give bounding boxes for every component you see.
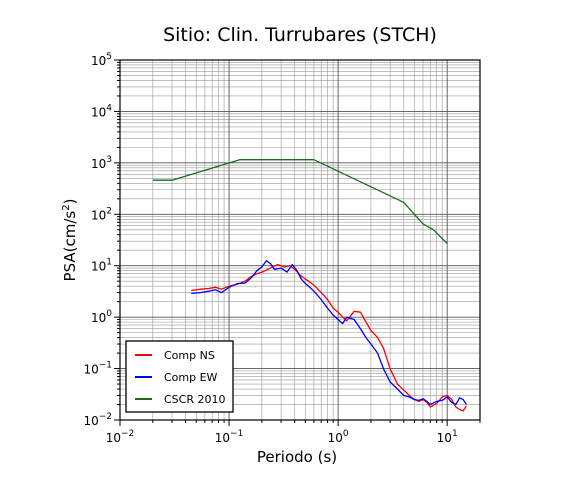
legend-label: Comp EW [164, 371, 218, 384]
y-tick-label: 104 [91, 103, 112, 119]
y-tick-exponent: 5 [106, 52, 112, 62]
y-tick-label: 101 [91, 258, 112, 274]
x-tick-exponent: 1 [452, 429, 458, 439]
x-tick-label: 101 [437, 429, 458, 445]
x-tick-base: 10 [328, 431, 343, 445]
series-layer [152, 159, 467, 412]
x-tick-base: 10 [215, 431, 230, 445]
legend-label: Comp NS [164, 349, 215, 362]
y-tick-label: 102 [91, 206, 112, 222]
y-tick-base: 10 [83, 414, 98, 428]
legend-label: CSCR 2010 [164, 393, 225, 406]
x-tick-base: 10 [106, 431, 121, 445]
y-tick-base: 10 [91, 54, 106, 68]
y-axis-label-main: PSA(cm/s [61, 211, 79, 282]
y-tick-exponent: −2 [99, 412, 112, 422]
legend-items: Comp NS Comp EW CSCR 2010 [135, 349, 225, 406]
y-axis-label-sup: 2 [61, 204, 72, 210]
x-tick-exponent: −1 [230, 429, 243, 439]
plot-frame [119, 59, 481, 421]
y-tick-label: 100 [91, 309, 112, 325]
x-tick-label: 100 [328, 429, 349, 445]
y-axis-label: PSA(cm/s2) [61, 199, 79, 282]
y-tick-base: 10 [91, 105, 106, 119]
x-tick-base: 10 [437, 431, 452, 445]
x-tick-exponent: −2 [121, 429, 134, 439]
x-tick-label: 10−2 [106, 429, 135, 445]
y-tick-base: 10 [91, 311, 106, 325]
y-tick-exponent: 3 [106, 155, 112, 165]
y-tick-base: 10 [91, 157, 106, 171]
x-tick-exponent: 0 [343, 429, 349, 439]
x-tick-label: 10−1 [215, 429, 244, 445]
x-axis-label: Periodo (s) [257, 448, 337, 466]
y-tick-label: 10−1 [83, 361, 112, 377]
legend: Comp NS Comp EW CSCR 2010 [125, 340, 234, 413]
y-tick-exponent: −1 [99, 361, 112, 371]
series-line-cscr-2010 [152, 159, 448, 244]
series-line-comp-ew [191, 260, 467, 406]
y-tick-base: 10 [91, 208, 106, 222]
y-tick-exponent: 1 [106, 258, 112, 268]
y-tick-label: 10−2 [83, 412, 112, 428]
y-tick-exponent: 2 [106, 206, 112, 216]
y-tick-label: 105 [91, 52, 112, 68]
y-tick-label: 103 [91, 155, 112, 171]
y-tick-exponent: 0 [106, 309, 112, 319]
y-axis-label-end: ) [61, 199, 79, 205]
y-tick-base: 10 [83, 363, 98, 377]
y-tick-base: 10 [91, 260, 106, 274]
y-tick-exponent: 4 [106, 103, 112, 113]
chart-title: Sitio: Clin. Turrubares (STCH) [163, 24, 437, 46]
grid-minor [120, 60, 481, 420]
